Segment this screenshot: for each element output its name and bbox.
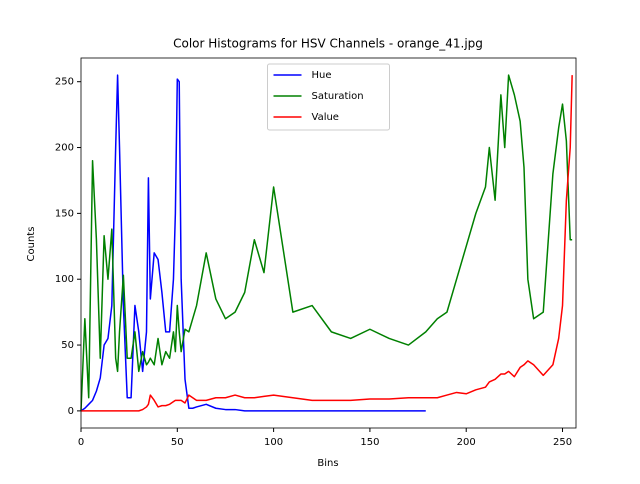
x-axis-label: Bins bbox=[317, 458, 338, 469]
y-tick-label: 250 bbox=[55, 77, 74, 88]
x-tick-label: 0 bbox=[78, 437, 84, 448]
line-series bbox=[80, 74, 573, 411]
x-tick-label: 200 bbox=[457, 437, 476, 448]
legend-label: Value bbox=[312, 112, 339, 123]
x-tick-label: 250 bbox=[553, 437, 572, 448]
y-axis-label: Counts bbox=[26, 227, 37, 262]
x-tick-label: 100 bbox=[264, 437, 283, 448]
y-tick-label: 0 bbox=[68, 406, 74, 417]
legend-label: Saturation bbox=[312, 91, 364, 102]
x-tick-label: 50 bbox=[171, 437, 184, 448]
y-tick-label: 50 bbox=[61, 340, 74, 351]
y-tick-label: 200 bbox=[55, 143, 74, 154]
plot-frame bbox=[80, 57, 577, 429]
x-tick-label: 150 bbox=[360, 437, 379, 448]
legend-box bbox=[267, 63, 390, 131]
line-series bbox=[81, 75, 573, 412]
chart-title: Color Histograms for HSV Channels - oran… bbox=[173, 37, 483, 51]
y-tick-label: 100 bbox=[55, 274, 74, 285]
y-tick-label: 150 bbox=[55, 208, 74, 219]
legend-label: Hue bbox=[312, 70, 332, 81]
